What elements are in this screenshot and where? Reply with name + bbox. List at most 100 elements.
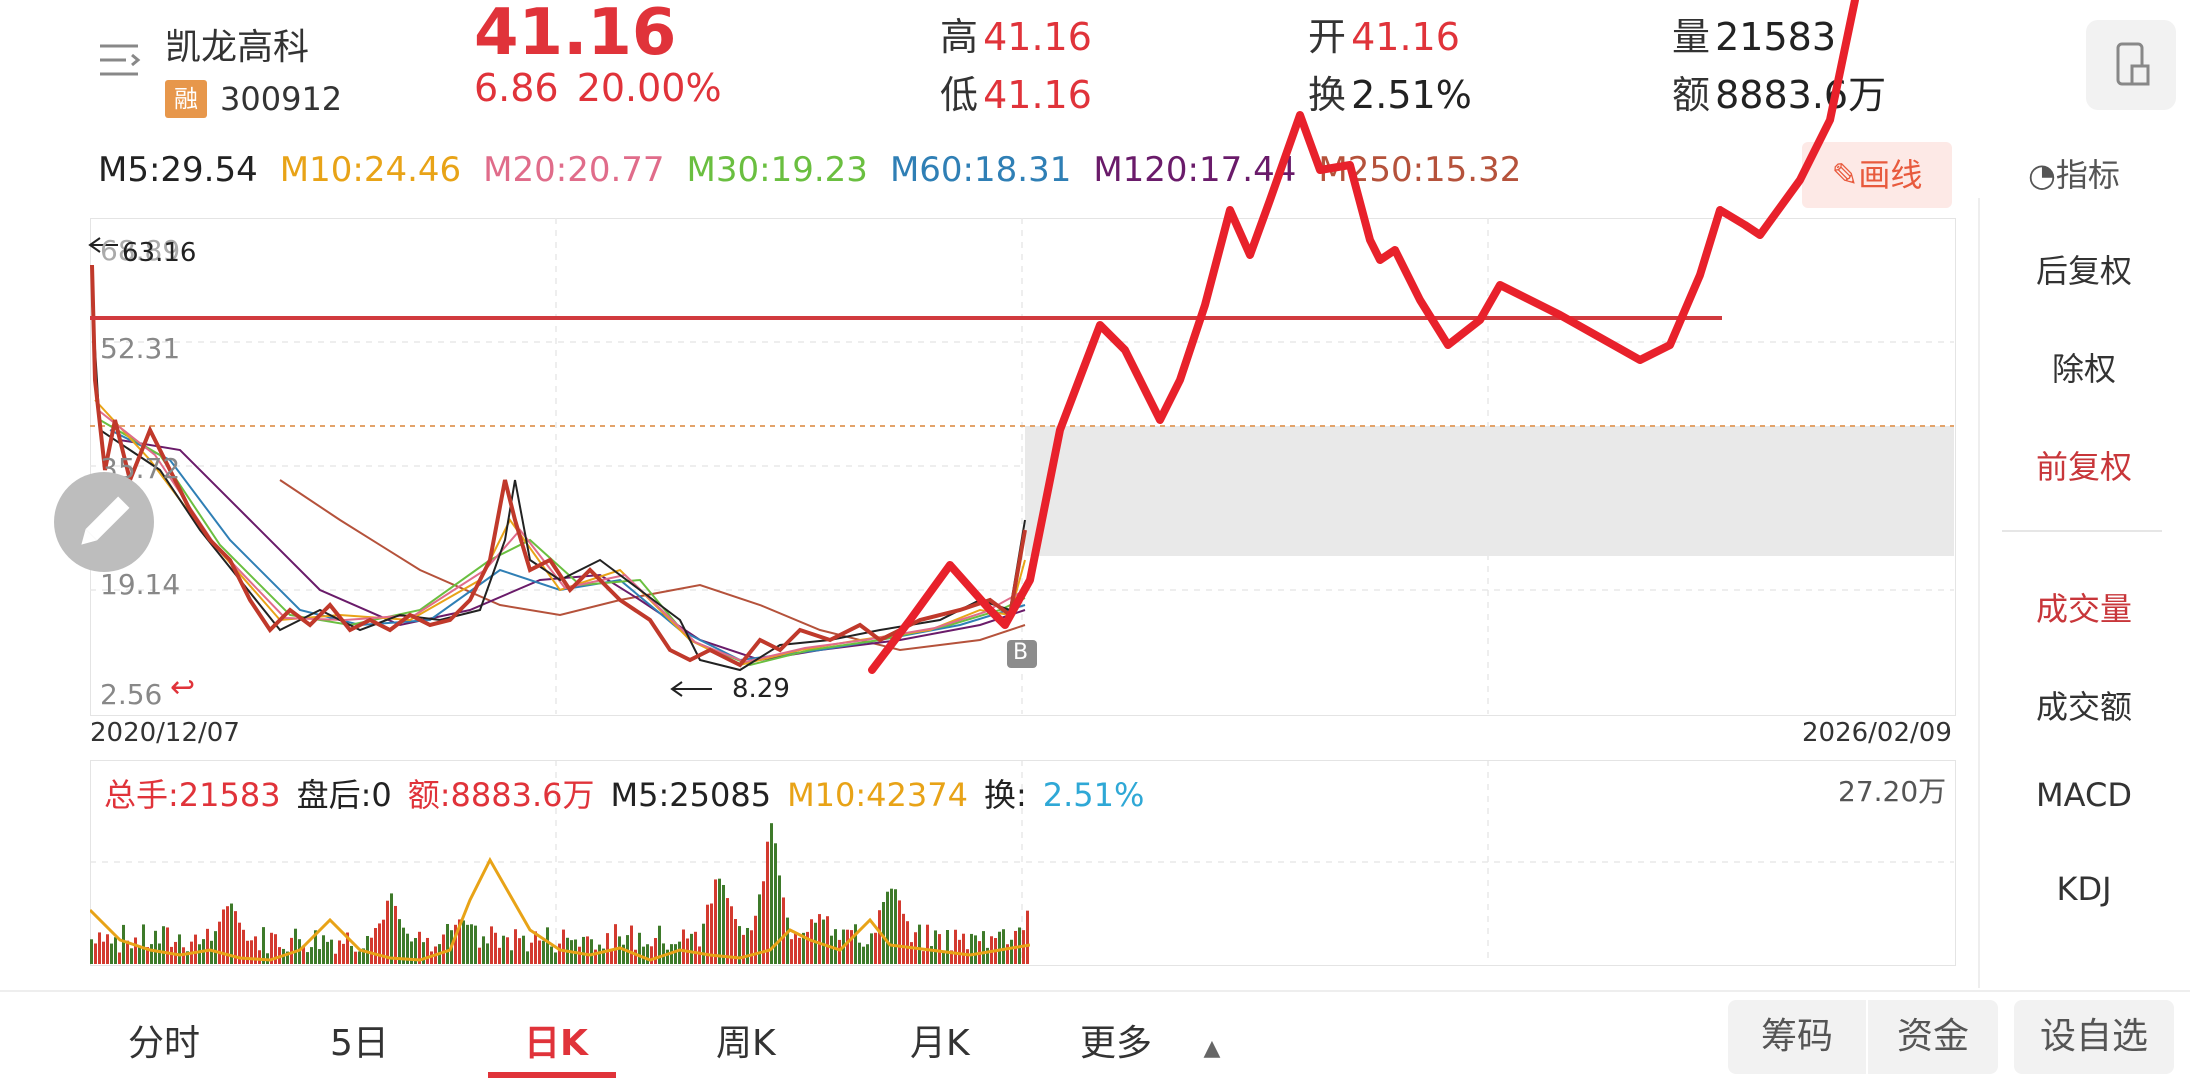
indicator-button[interactable]: ◔指标 xyxy=(2028,156,2120,194)
chips-button[interactable]: 筹码 xyxy=(1728,1000,1866,1074)
volume-bar xyxy=(638,932,641,964)
volume-bar xyxy=(602,948,605,964)
tab-intraday[interactable]: 分时 xyxy=(128,1023,201,1064)
volume-bar xyxy=(682,929,685,964)
volume-bar xyxy=(354,951,357,964)
volume-bar xyxy=(958,939,961,964)
volume-bar xyxy=(194,934,197,964)
kline-chart-frame[interactable] xyxy=(90,218,1956,716)
volume-bar xyxy=(998,931,1001,964)
volume-bar xyxy=(206,928,209,964)
volume-bar xyxy=(226,906,229,964)
pencil-icon: ✎ xyxy=(1831,156,1859,194)
volume-bars xyxy=(90,823,1030,964)
ma10-line xyxy=(94,399,1026,667)
volume-m10: M10:42374 xyxy=(787,776,968,814)
draw-line-button[interactable]: ✎画线 xyxy=(1802,142,1952,208)
volume-bar xyxy=(834,929,837,964)
volume-bar xyxy=(482,936,485,964)
volume-bar xyxy=(214,931,217,964)
low-value-label: 8.29 xyxy=(732,674,790,704)
quote-volume: 量 21583 xyxy=(1672,15,1836,59)
volume-bar xyxy=(818,914,821,964)
volume-bar xyxy=(866,944,869,964)
volume-bar xyxy=(694,931,697,964)
volume-bar xyxy=(274,934,277,964)
high-marker xyxy=(88,237,118,253)
volume-bar xyxy=(494,932,497,964)
volume-bar xyxy=(514,929,517,964)
active-tab-indicator xyxy=(488,1072,616,1078)
volume-bar xyxy=(362,948,365,964)
volume-chart-frame[interactable] xyxy=(90,760,1956,966)
side-panel: 后复权 除权 前复权 成交量 成交额 MACD KDJ xyxy=(1978,198,2188,988)
side-item-forward-adjust[interactable]: 前复权 xyxy=(2035,448,2132,486)
tab-5day[interactable]: 5日 xyxy=(330,1023,389,1064)
volume-ma-line xyxy=(90,856,1030,962)
volume-bar xyxy=(462,920,465,964)
tab-monthly-k[interactable]: 月K xyxy=(910,1023,970,1064)
volume-bar xyxy=(262,927,265,964)
volume-bar xyxy=(730,906,733,964)
side-item-volume[interactable]: 成交量 xyxy=(2035,590,2132,628)
volume-bar xyxy=(254,936,257,964)
volume-bar xyxy=(642,946,645,964)
pencil-fab-icon[interactable] xyxy=(54,472,154,572)
volume-bar xyxy=(802,932,805,964)
volume-bar xyxy=(822,919,825,964)
volume-bar xyxy=(402,927,405,964)
funds-button[interactable]: 资金 xyxy=(1868,1000,1998,1074)
volume-bar xyxy=(94,943,97,964)
volume-bar xyxy=(878,910,881,964)
volume-bar xyxy=(90,939,93,964)
volume-bar xyxy=(490,926,493,964)
volume-bar xyxy=(446,923,449,964)
tab-more[interactable]: 更多 ▲ xyxy=(1080,1023,1221,1064)
margin-badge: 融 xyxy=(165,80,207,118)
volume-bar xyxy=(778,875,781,964)
side-item-macd[interactable]: MACD xyxy=(2036,776,2132,814)
add-watchlist-button[interactable]: 设自选 xyxy=(2014,1000,2174,1074)
tab-daily-k[interactable]: 日K xyxy=(524,1023,588,1064)
menu-icon[interactable] xyxy=(98,40,144,80)
volume-bar xyxy=(510,950,513,964)
volume-bar xyxy=(986,947,989,964)
volume-info-row: 总手:21583 盘后:0 额:8883.6万 M5:25085 M10:42374 换:… xyxy=(104,770,1176,816)
after-hours: 盘后:0 xyxy=(296,776,392,814)
volume-bar xyxy=(170,946,173,964)
reset-zoom-icon[interactable]: ↩ xyxy=(170,670,196,705)
volume-bar xyxy=(382,919,385,964)
volume-bar xyxy=(306,952,309,964)
hand-drawn-forecast xyxy=(868,0,1859,674)
side-item-amount[interactable]: 成交额 xyxy=(2035,688,2132,726)
volume-bar xyxy=(310,947,313,964)
volume-bar xyxy=(198,944,201,964)
ma250-line xyxy=(279,479,1026,652)
side-item-backward-adjust[interactable]: 后复权 xyxy=(2035,252,2132,290)
volume-bar xyxy=(898,900,901,964)
phone-icon[interactable] xyxy=(2086,20,2176,110)
volume-bar xyxy=(610,948,613,964)
volume-bar xyxy=(238,922,241,964)
volume-bar xyxy=(486,943,489,964)
volume-bar xyxy=(442,934,445,964)
volume-bar xyxy=(130,948,133,964)
volume-bar xyxy=(782,897,785,964)
volume-bar xyxy=(502,935,505,964)
tab-weekly-k[interactable]: 周K xyxy=(716,1023,776,1064)
buy-marker[interactable]: B xyxy=(1013,640,1029,665)
volume-bar xyxy=(374,928,377,964)
volume-bar xyxy=(982,931,985,964)
volume-bar xyxy=(474,925,477,964)
volume-bar xyxy=(234,911,237,964)
volume-m5: M5:25085 xyxy=(610,776,772,814)
volume-bar xyxy=(930,946,933,964)
volume-bar xyxy=(110,943,113,964)
volume-bar xyxy=(946,930,949,964)
quote-amount: 额 8883.6万 xyxy=(1672,73,1887,117)
volume-bar xyxy=(422,942,425,964)
side-item-ex-rights[interactable]: 除权 xyxy=(2051,350,2116,388)
volume-bar xyxy=(606,933,609,964)
end-date: 2026/02/09 xyxy=(1802,718,1952,748)
side-item-kdj[interactable]: KDJ xyxy=(2056,870,2112,908)
